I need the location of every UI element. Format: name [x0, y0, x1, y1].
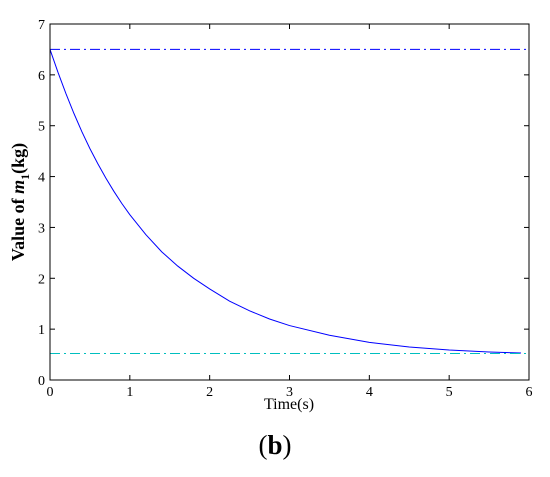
- x-tick-label: 3: [286, 385, 293, 400]
- y-axis-label-unit: (kg): [8, 143, 29, 174]
- panel-label-open-paren: (: [258, 430, 268, 460]
- y-tick-label: 5: [38, 120, 45, 135]
- y-axis-label: Value of m1(kg): [8, 143, 32, 261]
- x-tick-label: 1: [126, 385, 133, 400]
- y-axis-label-subscript: 1: [18, 174, 32, 180]
- y-tick-label: 6: [38, 69, 45, 84]
- tick-layer: 0 1 2 3 4 5 6 0 1 2 3 4 5 6 7: [38, 18, 533, 400]
- x-tick-label: 4: [366, 385, 373, 400]
- series-layer: [49, 48, 529, 355]
- y-tick-label: 1: [38, 323, 45, 338]
- x-tick-label: 0: [47, 385, 54, 400]
- y-tick-label: 4: [38, 171, 45, 186]
- x-tick-label: 6: [526, 385, 533, 400]
- x-tick-label: 5: [446, 385, 453, 400]
- y-tick-label: 3: [38, 221, 45, 236]
- y-tick-label: 0: [38, 374, 45, 389]
- x-axis-label: Time(s): [264, 396, 314, 413]
- panel-label-letter: b: [267, 430, 283, 460]
- y-tick-label: 2: [38, 272, 45, 287]
- y-axis-label-prefix: Value of: [8, 194, 28, 261]
- plot-area: [50, 24, 529, 380]
- panel-label-close-paren: ): [282, 430, 292, 460]
- x-tick-label: 2: [206, 385, 213, 400]
- series-line-1: [49, 49, 522, 354]
- y-tick-label: 7: [38, 18, 45, 33]
- panel-label: (b): [0, 430, 550, 461]
- plot-frame: [49, 23, 530, 381]
- y-axis-label-symbol: m: [8, 180, 28, 194]
